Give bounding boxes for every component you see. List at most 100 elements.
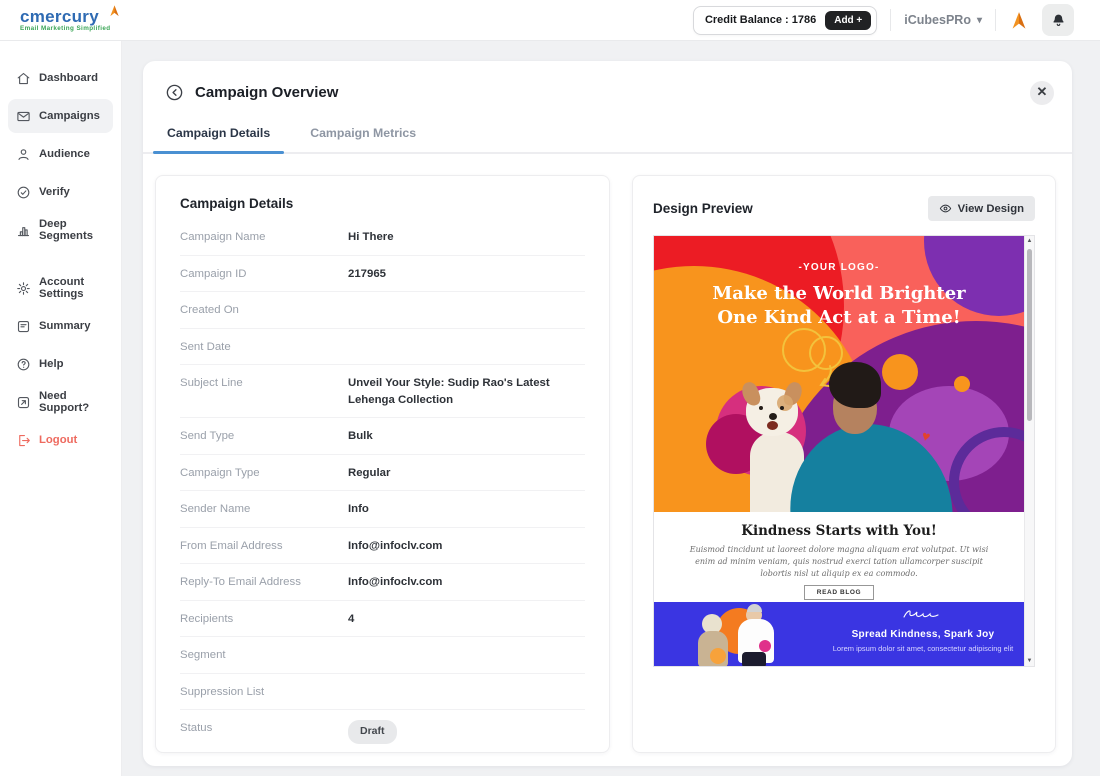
sidebar-item-campaigns[interactable]: Campaigns [8, 99, 113, 133]
hero-ring-doodle [949, 427, 1024, 512]
row-value: Unveil Your Style: Sudip Rao's Latest Le… [348, 377, 550, 406]
account-menu[interactable]: iCubesPRo ▾ [904, 13, 982, 27]
signature-doodle [901, 608, 945, 625]
panel-heading: Design Preview [653, 201, 753, 216]
sidebar-item-verify[interactable]: Verify [8, 175, 113, 209]
row-value: Info@infoclv.com [348, 539, 443, 552]
gear-icon [16, 281, 31, 296]
eye-icon [939, 202, 952, 215]
scroll-up-arrow[interactable]: ▲ [1026, 238, 1033, 244]
sidebar-item-logout[interactable]: Logout [8, 423, 113, 457]
detail-row-recipients: Recipients 4 [180, 601, 585, 638]
summary-card-icon [16, 319, 31, 334]
brand-logo[interactable]: cmercury Email Marketing Simplified [20, 5, 119, 32]
chevron-down-icon: ▾ [976, 14, 982, 26]
bar-chart-icon [16, 223, 31, 238]
row-label: Campaign Type [180, 466, 260, 479]
row-label: Suppression List [180, 685, 265, 698]
detail-row-sender-name: Sender Name Info [180, 491, 585, 528]
sidebar-item-deep-segments[interactable]: Deep Segments [8, 213, 113, 247]
sidebar-item-dashboard[interactable]: Dashboard [8, 61, 113, 95]
sidebar-item-summary[interactable]: Summary [8, 309, 113, 343]
row-value: Hi There [348, 231, 394, 243]
email-footer-section: Spread Kindness, Spark Joy Lorem ipsum d… [654, 602, 1024, 666]
row-label: Campaign ID [180, 267, 247, 280]
row-label: Sender Name [180, 503, 251, 516]
logout-icon [16, 433, 31, 448]
man-illustration [829, 362, 881, 408]
row-label: Campaign Name [180, 231, 266, 243]
preview-scrollbar[interactable]: ▲ ▼ [1024, 236, 1034, 666]
page-title: Campaign Overview [195, 84, 339, 101]
top-header: cmercury Email Marketing Simplified Cred… [0, 0, 1100, 41]
email-preview-frame[interactable]: ✦ ♥ [653, 235, 1035, 667]
campaign-overview-card: Campaign Overview ✕ Campaign Details Cam… [143, 61, 1072, 766]
row-label: Sent Date [180, 340, 231, 353]
credit-balance-pill: Credit Balance : 1786 Add + [692, 5, 878, 35]
footer-person [747, 604, 762, 612]
sidebar-item-account-settings[interactable]: Account Settings [8, 271, 113, 305]
sidebar-item-label: Verify [39, 186, 70, 198]
footer-person [702, 614, 722, 634]
detail-row-segment: Segment [180, 637, 585, 674]
row-value: Info [348, 503, 369, 516]
footer-accent [759, 640, 771, 652]
detail-row-subject-line: Subject Line Unveil Your Style: Sudip Rao… [180, 365, 585, 419]
scroll-down-arrow[interactable]: ▼ [1026, 658, 1033, 664]
email-body-section: Kindness Starts with You! Euismod tincid… [654, 512, 1024, 602]
hero-blob [954, 376, 970, 392]
sidebar-item-label: Dashboard [39, 72, 99, 84]
tab-campaign-details[interactable]: Campaign Details [152, 118, 285, 154]
mail-icon [16, 109, 31, 124]
design-preview-panel: Design Preview View Design [632, 175, 1056, 753]
sidebar-item-need-support[interactable]: Need Support? [8, 385, 113, 419]
sidebar-item-label: Deep Segments [39, 218, 93, 242]
support-box-icon [16, 395, 31, 410]
sidebar-item-audience[interactable]: Audience [8, 137, 113, 171]
sidebar-item-label: Need Support? [39, 390, 90, 414]
circle-doodle [809, 336, 843, 370]
detail-row-suppression-list: Suppression List [180, 674, 585, 711]
view-design-button[interactable]: View Design [927, 196, 1035, 221]
panel-heading: Campaign Details [180, 196, 294, 211]
detail-row-send-type: Send Type Bulk [180, 418, 585, 455]
detail-row-created-on: Created On [180, 292, 585, 329]
row-label: From Email Address [180, 539, 283, 552]
detail-row-campaign-id: Campaign ID 217965 [180, 256, 585, 293]
tab-bar: Campaign Details Campaign Metrics [143, 118, 1072, 154]
detail-row-sent-date: Sent Date [180, 329, 585, 366]
row-value: Bulk [348, 430, 373, 443]
notifications-button[interactable] [1042, 4, 1074, 36]
scrollbar-thumb[interactable] [1027, 249, 1032, 421]
detail-row-campaign-type: Campaign Type Regular [180, 455, 585, 492]
sidebar-item-label: Campaigns [39, 110, 100, 122]
email-hero-section: ✦ ♥ [654, 236, 1024, 512]
user-icon [16, 147, 31, 162]
help-circle-icon [16, 357, 31, 372]
tab-campaign-metrics[interactable]: Campaign Metrics [310, 126, 417, 140]
footer-accent [710, 648, 726, 664]
sidebar-item-label: Account Settings [39, 276, 85, 300]
detail-row-reply-to-email: Reply-To Email Address Info@infoclv.com [180, 564, 585, 601]
row-label: Status [180, 722, 213, 735]
detail-row-campaign-name: Campaign Name Hi There [180, 219, 585, 256]
sidebar-item-help[interactable]: Help [8, 347, 113, 381]
row-value: 4 [348, 612, 355, 625]
detail-row-status: Status Draft [180, 710, 585, 752]
close-button[interactable]: ✕ [1030, 81, 1054, 105]
add-credits-button[interactable]: Add + [825, 10, 872, 30]
email-section-body: Euismod tincidunt ut laoreet dolore magn… [689, 545, 989, 578]
email-footer-heading: Spread Kindness, Spark Joy [851, 629, 995, 640]
brand-arrow-icon[interactable] [1009, 10, 1029, 30]
sidebar: Dashboard Campaigns Audience Verify Deep… [0, 41, 122, 776]
email-headline-line1: Make the World Brighter [712, 283, 966, 304]
row-label: Reply-To Email Address [180, 576, 301, 589]
read-blog-button[interactable]: READ BLOG [803, 585, 875, 600]
email-section-heading: Kindness Starts with You! [741, 523, 937, 539]
back-button[interactable] [165, 83, 184, 102]
bell-icon [1051, 13, 1066, 28]
sidebar-item-label: Help [39, 358, 64, 370]
sidebar-item-label: Audience [39, 148, 90, 160]
dog-illustration [739, 380, 805, 436]
